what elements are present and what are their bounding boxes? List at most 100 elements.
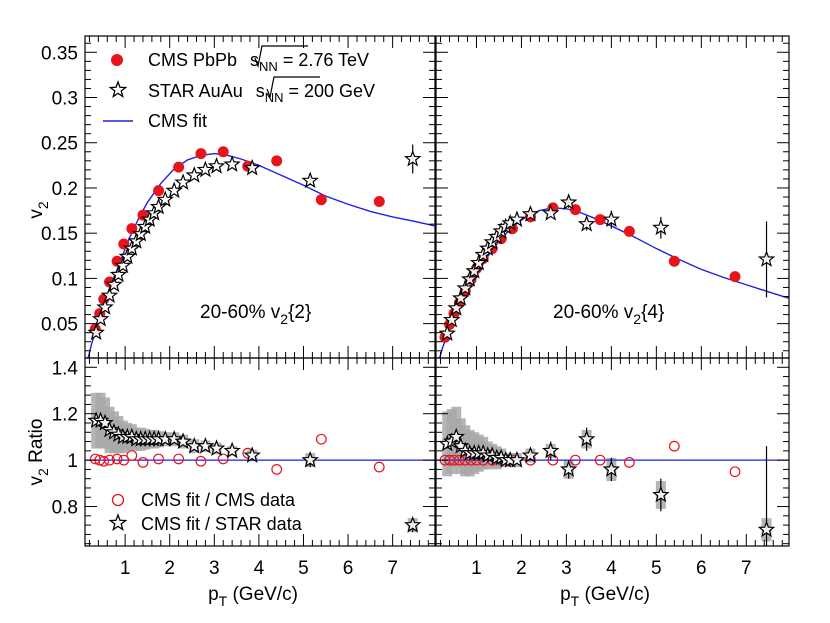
- star-data-point: [451, 289, 470, 306]
- star-ratio-point: [223, 441, 241, 459]
- star-data-point: [149, 197, 168, 215]
- y-tick-label-top: 0.1: [52, 269, 78, 290]
- cms-ratio-point: [104, 454, 115, 466]
- x-axis-title-right-unit: (GeV/c): [579, 584, 650, 605]
- y-tick-label-top: 0.35: [41, 43, 78, 64]
- y-axis-title-top-main: v: [26, 209, 47, 219]
- legend-star-energy-val: = 200 GeV: [284, 81, 376, 101]
- legend-ratio-star-label: CMS fit / STAR data: [141, 514, 303, 534]
- cms-ratio-point: [137, 457, 149, 468]
- fit-line-top-right: [438, 207, 790, 359]
- annotation-top-right: 20-60% v2{4}: [553, 302, 664, 327]
- cms-ratio-point: [623, 457, 635, 468]
- star-data-point: [541, 204, 560, 221]
- cms-data-point: [594, 214, 606, 226]
- x-tick-label-bottom-left: 7: [387, 558, 398, 579]
- y-tick-label-bottom: 0.8: [52, 498, 78, 519]
- legend-star-entry: STAR AuAu sNN = 200 GeV: [148, 81, 375, 105]
- annotation-top-left-sub: 2: [280, 311, 288, 327]
- star-data-point: [223, 155, 241, 172]
- star-ratio-point: [508, 450, 526, 468]
- cms-data-point: [195, 148, 207, 160]
- legend-cms-energy-sub: NN: [259, 59, 278, 74]
- star-ratio-point: [541, 441, 560, 459]
- cms-ratio-point: [111, 453, 123, 465]
- cms-data-point: [153, 185, 165, 197]
- star-ratio-point: [96, 413, 114, 431]
- x-tick-label-bottom-left: 4: [254, 558, 265, 579]
- cms-ratio-point: [729, 466, 741, 478]
- annotation-top-right-sub: 2: [633, 311, 641, 327]
- axis-ticks-layer: [85, 36, 789, 546]
- star-ratio-point: [602, 460, 621, 477]
- star-data-point: [757, 250, 776, 267]
- legend-cms-marker: [111, 54, 123, 66]
- y-axis-title-bottom-suffix: Ratio: [26, 419, 47, 469]
- cms-ratio-point: [459, 454, 471, 466]
- star-data-point: [207, 157, 226, 174]
- x-tick-label-bottom-right: 3: [561, 558, 572, 579]
- x-tick-label-bottom-right: 7: [741, 558, 752, 579]
- cms-ratio-point: [448, 454, 460, 466]
- star-ratio-point: [165, 430, 183, 447]
- star-data-point: [100, 286, 119, 304]
- y-tick-label-top: 0.25: [41, 134, 78, 155]
- cms-data-point: [668, 255, 680, 267]
- annotation-top-left-main: 20-60% v: [200, 302, 281, 323]
- star-data-point: [438, 324, 456, 342]
- annotation-top-left: 20-60% v2{2}: [200, 302, 311, 327]
- legend-star-sqrt-sign: [266, 76, 320, 100]
- star-data-point: [301, 171, 319, 189]
- legend-cms-energy-var: s: [250, 50, 259, 70]
- star-data-point: [508, 210, 526, 228]
- annotation-top-left-tail: {2}: [288, 302, 311, 323]
- cms-ratio-point: [668, 440, 680, 452]
- cms-data-point: [623, 225, 635, 237]
- x-tick-label-bottom-right: 1: [471, 558, 482, 579]
- legend-ratio-cms-label: CMS fit / CMS data: [141, 490, 296, 510]
- cms-data-point: [315, 194, 327, 206]
- cms-ratio-point: [453, 454, 465, 466]
- x-axis-title-right-sub: T: [571, 593, 580, 609]
- x-axis-title-right-main: p: [560, 584, 571, 605]
- markers-layer: [87, 146, 776, 538]
- y-tick-label-top: 0.15: [41, 224, 78, 245]
- star-ratio-point: [521, 446, 540, 463]
- cms-ratio-point: [195, 455, 207, 467]
- star-data-point: [91, 309, 110, 327]
- cms-ratio-point: [118, 454, 130, 466]
- star-ratio-point: [559, 460, 578, 477]
- star-data-point: [118, 247, 137, 265]
- star-data-point: [577, 214, 596, 232]
- star-data-point: [460, 270, 479, 287]
- star-data-point: [87, 323, 105, 341]
- star-ratio-point: [196, 436, 215, 454]
- legend-cms-energy-val: = 2.76 TeV: [278, 50, 369, 70]
- legend-ratio-cms-marker: [111, 493, 125, 507]
- x-axis-title-left: pT (GeV/c): [208, 584, 298, 609]
- y-axis-title-top-sub: 2: [35, 201, 51, 209]
- x-axis-title-left-sub: T: [219, 593, 228, 609]
- star-data-point: [109, 265, 128, 283]
- star-data-point: [602, 210, 621, 228]
- x-tick-label-bottom-left: 3: [209, 558, 220, 579]
- y-tick-label-top: 0.3: [52, 89, 78, 110]
- star-data-point: [185, 166, 203, 183]
- cms-ratio-point: [271, 464, 283, 475]
- star-ratio-point: [447, 427, 466, 445]
- star-data-point: [521, 204, 540, 222]
- legend-ratio-star-marker: [108, 513, 128, 531]
- legend-fit-label: CMS fit: [148, 111, 207, 131]
- star-data-point: [442, 310, 461, 328]
- cms-data-point: [729, 271, 741, 283]
- legend-cms-entry: CMS PbPb sNN = 2.76 TeV: [148, 50, 369, 74]
- legend-star-label: STAR AuAu: [148, 81, 243, 101]
- x-tick-label-bottom-left: 1: [120, 558, 131, 579]
- x-tick-label-bottom-right: 5: [651, 558, 662, 579]
- legend-star-marker: [108, 80, 128, 98]
- cms-ratio-point: [217, 453, 229, 465]
- star-data-point: [465, 261, 483, 279]
- y-tick-label-top: 0.2: [52, 179, 78, 200]
- x-axis-title-right: pT (GeV/c): [560, 584, 650, 609]
